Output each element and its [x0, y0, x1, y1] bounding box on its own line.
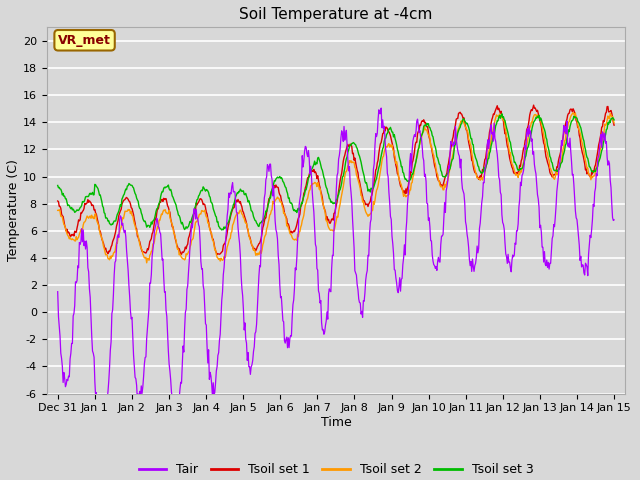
Legend: Tair, Tsoil set 1, Tsoil set 2, Tsoil set 3: Tair, Tsoil set 1, Tsoil set 2, Tsoil se…	[134, 458, 538, 480]
X-axis label: Time: Time	[321, 416, 351, 429]
Title: Soil Temperature at -4cm: Soil Temperature at -4cm	[239, 7, 433, 22]
Y-axis label: Temperature (C): Temperature (C)	[7, 159, 20, 262]
Text: VR_met: VR_met	[58, 34, 111, 47]
